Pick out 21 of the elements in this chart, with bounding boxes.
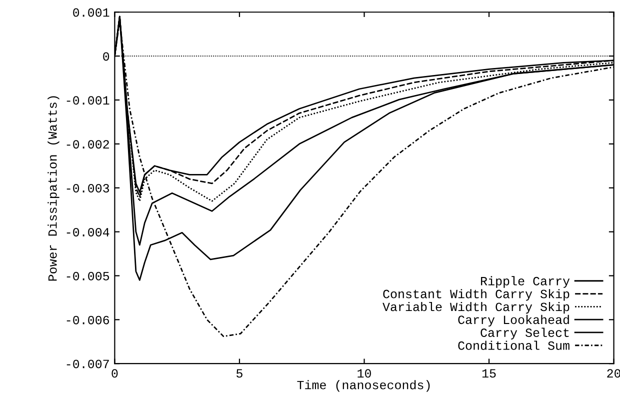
x-tick-label: 0 <box>112 369 118 378</box>
legend-label: Carry Lookahead <box>458 314 569 327</box>
x-tick-label: 10 <box>358 369 371 378</box>
y-tick-label: 0.001 <box>73 8 110 17</box>
y-tick-label: 0 <box>103 52 110 61</box>
legend-label: Ripple Carry <box>481 276 570 288</box>
y-tick-label: -0.006 <box>66 316 110 324</box>
y-tick-label: -0.004 <box>66 228 110 236</box>
legend-label: Constant Width Carry Skip <box>383 289 570 301</box>
x-tick-label: 5 <box>236 369 242 378</box>
legend-label: Conditional Sum <box>458 340 570 350</box>
y-tick-label: -0.007 <box>66 360 109 368</box>
x-tick-label: 15 <box>482 369 496 378</box>
y-tick-label: -0.002 <box>66 140 109 149</box>
y-tick-label: -0.005 <box>66 272 110 280</box>
y-tick-label: -0.003 <box>66 184 110 193</box>
legend-label: Variable Width Carry Skip <box>382 302 570 314</box>
y-axis-title: Power Dissipation (Watts) <box>48 96 60 281</box>
legend-label: Carry Select <box>480 328 569 340</box>
x-axis-title: Time (nanoseconds) <box>297 380 430 392</box>
y-tick-label: -0.001 <box>66 96 110 105</box>
